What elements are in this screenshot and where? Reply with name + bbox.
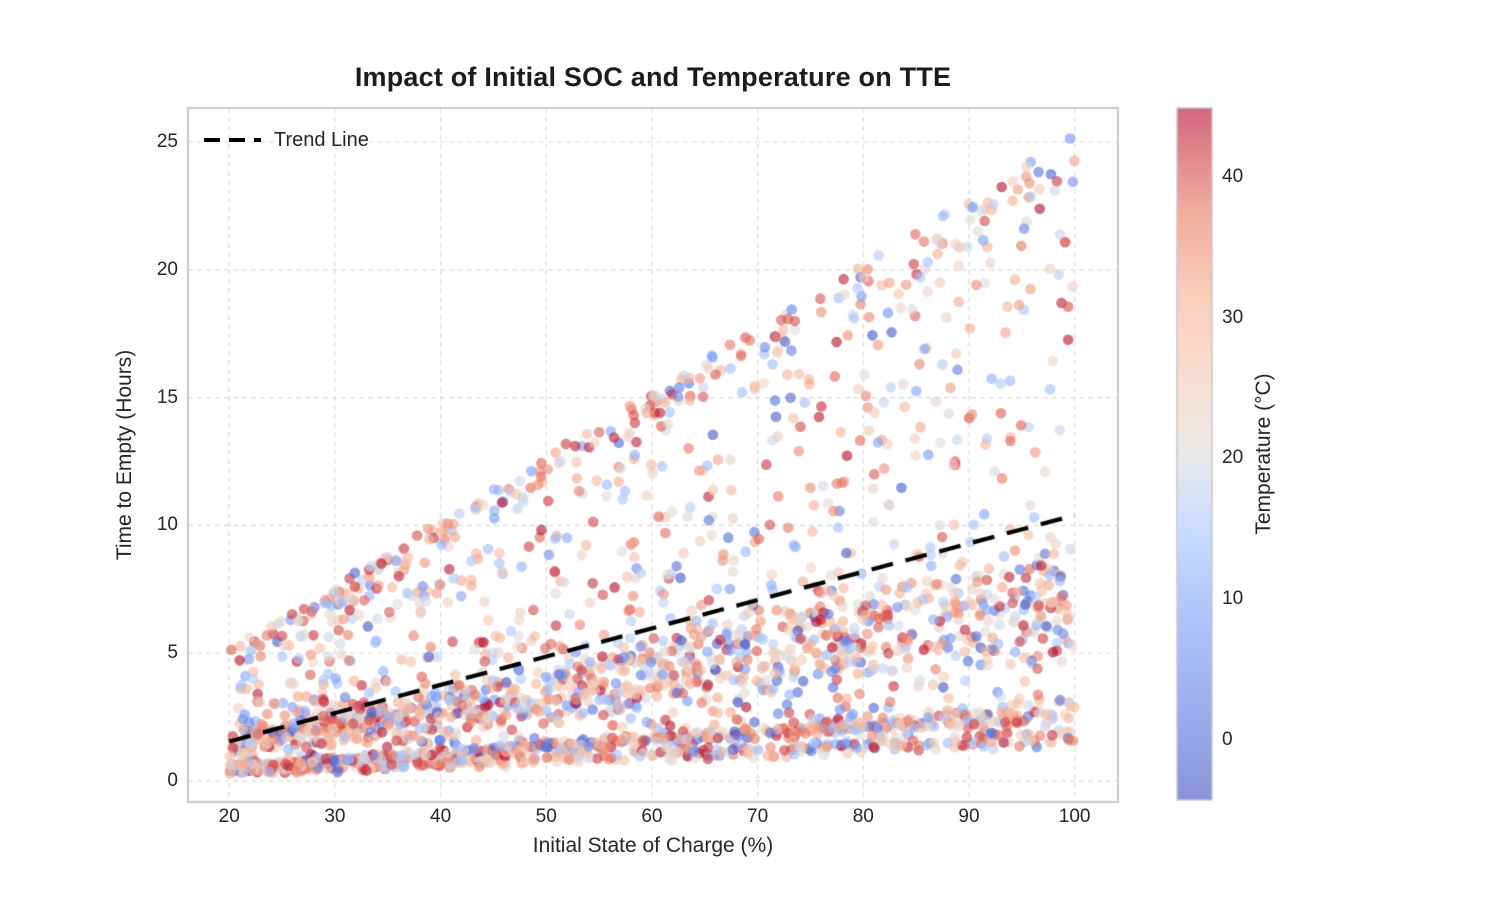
y-tick-label: 15 [156,386,178,408]
colorbar-tick-label: 0 [1222,728,1233,750]
x-tick-label: 100 [1058,806,1091,827]
y-tick-label: 10 [156,514,178,536]
legend: Trend Line [204,127,369,153]
colorbar-tick-label: 10 [1222,587,1244,609]
x-tick-label: 40 [430,806,452,827]
colorbar-tick-label: 30 [1222,306,1244,328]
x-tick-label: 60 [641,806,663,827]
trend-line-legend-swatch [204,138,261,142]
x-tick-label: 50 [535,806,557,827]
y-tick-label: 25 [156,130,178,152]
y-tick-label: 5 [167,642,178,664]
y-tick-label: 20 [156,258,178,280]
colorbar-tick-label: 40 [1222,165,1244,187]
trend-line-legend-label: Trend Line [274,128,369,151]
x-tick-label: 20 [218,806,240,827]
x-tick-label: 90 [958,806,980,827]
chart-title: Impact of Initial SOC and Temperature on… [354,62,952,92]
x-tick-label: 80 [852,806,874,827]
y-axis-label: Time to Empty (Hours) [113,349,136,561]
x-axis-label: Initial State of Charge (%) [532,834,774,857]
colorbar-tick-label: 20 [1222,447,1244,469]
y-tick-label: 0 [167,770,178,792]
x-tick-label: 70 [747,806,769,827]
x-tick-label: 30 [324,806,346,827]
